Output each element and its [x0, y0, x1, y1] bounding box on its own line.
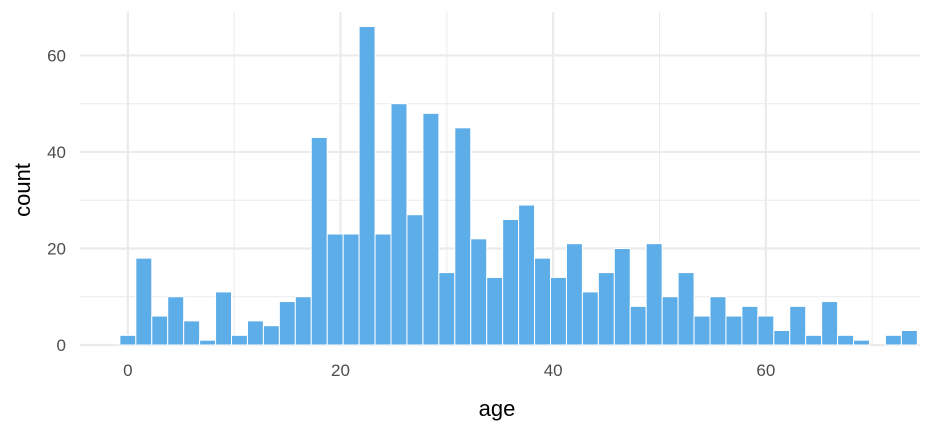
histogram-bar — [278, 301, 296, 346]
y-tick-label: 0 — [57, 336, 66, 355]
histogram-bar — [645, 243, 663, 346]
histogram-bar — [709, 296, 727, 346]
histogram-bar — [884, 334, 902, 346]
histogram-bar — [119, 334, 137, 346]
histogram-bar — [805, 334, 823, 346]
histogram-bar — [390, 103, 408, 346]
histogram-bar — [613, 247, 631, 346]
y-tick-label: 60 — [47, 46, 66, 65]
histogram-bar — [518, 204, 536, 346]
histogram-bar — [693, 315, 711, 346]
y-tick-label: 20 — [47, 239, 66, 258]
histogram-bar — [151, 315, 169, 346]
histogram-bar — [422, 112, 440, 346]
histogram-bar — [550, 276, 567, 346]
histogram-bar — [853, 339, 870, 346]
histogram-bar — [438, 272, 456, 346]
histogram-bar — [406, 214, 424, 346]
histogram-bar — [262, 325, 280, 346]
histogram-bar — [900, 330, 918, 346]
y-axis-ticks: 0 20 40 60 — [47, 46, 66, 355]
histogram-bar — [677, 272, 695, 346]
histogram-bar — [215, 291, 233, 346]
histogram-bar — [502, 219, 520, 346]
histogram-bar — [135, 257, 153, 346]
histogram-bar — [597, 272, 615, 346]
histogram-bar — [565, 243, 583, 346]
x-tick-label: 60 — [756, 361, 775, 380]
histogram-bar — [454, 127, 472, 346]
histogram-bar — [725, 315, 743, 346]
x-axis-ticks: 0 20 40 60 — [123, 361, 775, 380]
histogram-bar — [534, 257, 552, 346]
histogram-bar — [231, 334, 248, 346]
histogram-bar — [741, 305, 759, 346]
x-tick-label: 0 — [123, 361, 132, 380]
histogram-bar — [326, 233, 344, 346]
histogram-bar — [358, 25, 376, 346]
histogram-bar — [837, 334, 855, 346]
histogram-bar — [757, 315, 775, 346]
histogram-bar — [342, 233, 360, 346]
histogram-bar — [310, 136, 328, 346]
x-axis-title: age — [479, 396, 516, 421]
x-tick-label: 40 — [544, 361, 563, 380]
y-axis-title: count — [10, 163, 35, 217]
histogram-bar — [183, 320, 201, 346]
y-tick-label: 40 — [47, 143, 66, 162]
histogram-bar — [773, 330, 791, 346]
histogram-bar — [246, 320, 264, 346]
x-tick-label: 20 — [331, 361, 350, 380]
histogram-bar — [294, 296, 312, 346]
histogram-bar — [374, 233, 392, 346]
histogram-bar — [167, 296, 185, 346]
histogram-bar — [821, 301, 839, 346]
histogram-bar — [789, 305, 807, 346]
histogram-bar — [661, 296, 679, 346]
histogram-bar — [199, 339, 217, 346]
histogram-bar — [486, 276, 504, 346]
histogram-bar — [629, 305, 647, 346]
histogram-bar — [470, 238, 488, 346]
histogram-bar — [581, 291, 599, 346]
histogram-bars — [119, 25, 918, 346]
